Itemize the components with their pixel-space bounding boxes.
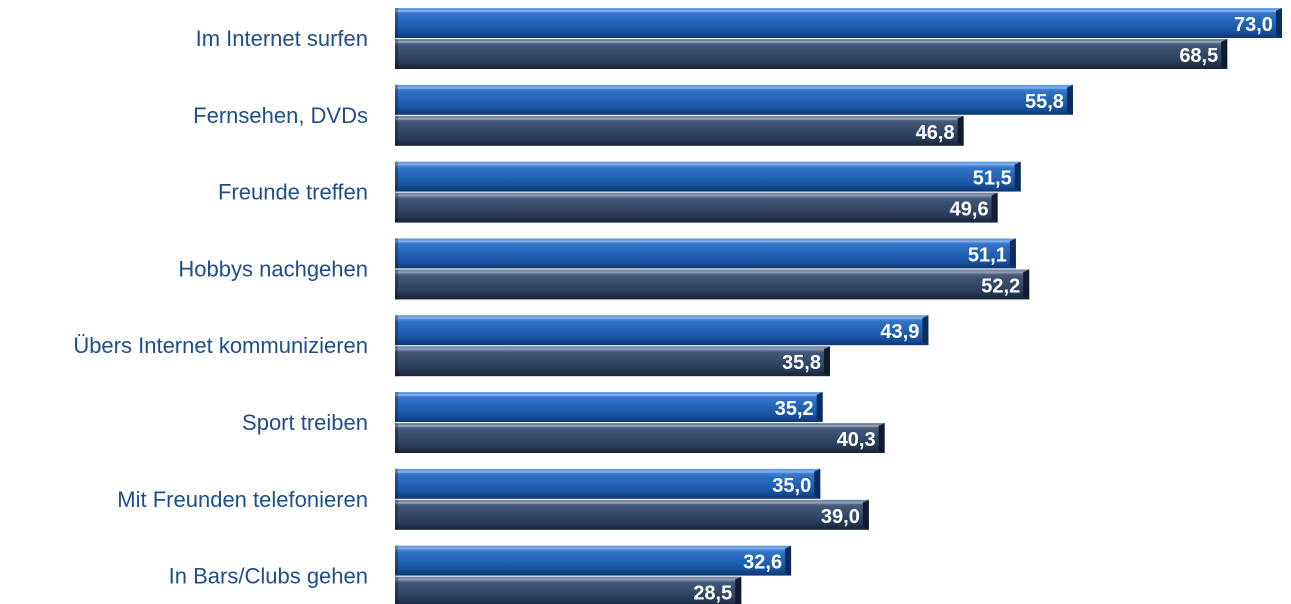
bar-value-label: 68,5: [1179, 45, 1218, 67]
bar-series-1: [395, 84, 1073, 115]
bar-value-label: 43,9: [880, 321, 919, 343]
category-label: Hobbys nachgehen: [178, 256, 368, 281]
bar-value-label: 35,2: [775, 398, 814, 420]
bar-series-1: [395, 392, 823, 422]
bar-series-2: [395, 269, 1030, 300]
bar-series-1: [395, 161, 1021, 192]
bar-series-2: [395, 423, 885, 453]
bar-series-2: [395, 346, 830, 377]
bar-value-label: 32,6: [743, 552, 782, 574]
category-label: In Bars/Clubs gehen: [169, 564, 368, 589]
bar-series-2: [395, 115, 964, 146]
bar-value-label: 35,0: [772, 475, 811, 497]
bar-series-2: [395, 499, 869, 530]
bar-series-1: [395, 238, 1016, 269]
bar-series-2: [395, 39, 1228, 69]
bar-value-label: 35,8: [782, 352, 821, 374]
category-label: Übers Internet kommunizieren: [73, 333, 368, 358]
bar-series-1: [395, 315, 929, 346]
bar-value-label: 55,8: [1025, 91, 1064, 113]
category-label: Freunde treffen: [218, 180, 368, 205]
category-label: Im Internet surfen: [196, 26, 368, 51]
bar-series-2: [395, 576, 742, 604]
bar-value-label: 39,0: [821, 506, 860, 528]
category-label: Fernsehen, DVDs: [193, 103, 368, 128]
bar-series-1: [395, 8, 1282, 38]
bar-series-1: [395, 468, 821, 499]
bar-value-label: 73,0: [1234, 14, 1273, 36]
category-label: Sport treiben: [242, 410, 368, 435]
bar-value-label: 52,2: [981, 275, 1020, 297]
bar-value-label: 51,1: [968, 244, 1007, 266]
bar-value-label: 51,5: [973, 168, 1012, 190]
bar-value-label: 40,3: [837, 429, 876, 451]
bar-series-2: [395, 192, 998, 223]
bar-value-label: 49,6: [950, 199, 989, 221]
category-label: Mit Freunden telefonieren: [117, 487, 368, 512]
bar-value-label: 46,8: [916, 122, 955, 144]
bar-value-label: 28,5: [693, 583, 732, 604]
bar-series-1: [395, 545, 792, 576]
